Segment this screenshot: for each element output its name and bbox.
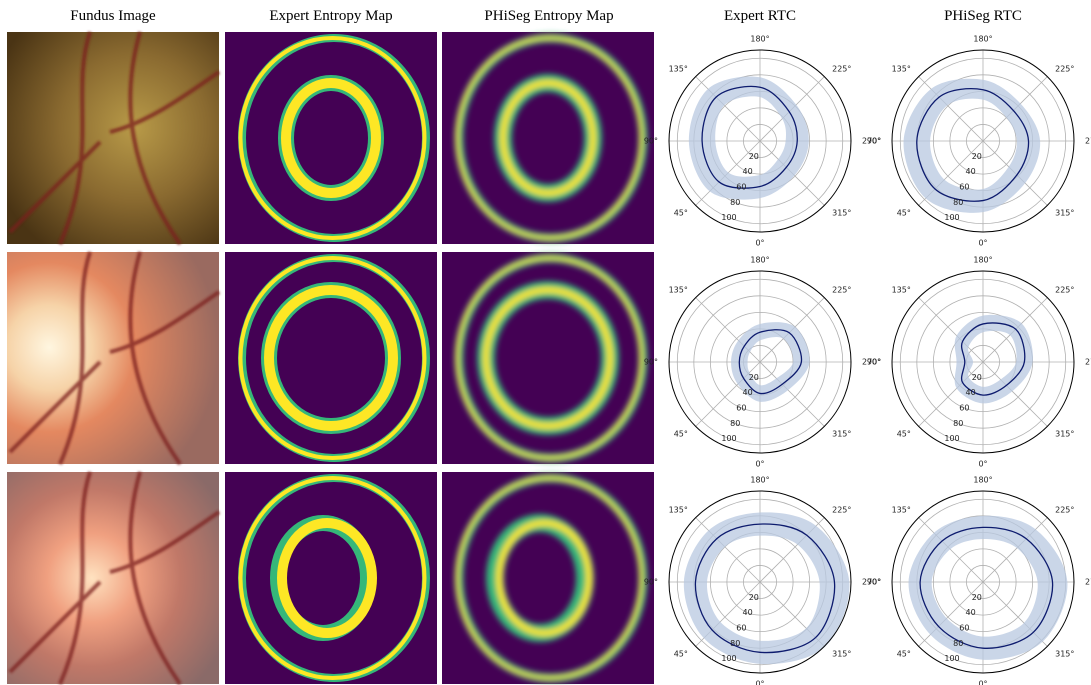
angle-label: 45° [674, 209, 688, 218]
radial-label: 80 [953, 639, 963, 648]
radial-label: 20 [749, 593, 759, 602]
polar-chart: 180°225°270°315°0°45°90°135°20406080100 [644, 35, 881, 248]
angle-label: 315° [832, 650, 851, 659]
radial-label: 60 [736, 183, 746, 192]
column-header: Expert RTC [724, 8, 796, 24]
angle-label: 180° [973, 476, 992, 485]
angle-label: 315° [832, 209, 851, 218]
radial-label: 60 [736, 404, 746, 413]
fundus-image [7, 472, 219, 684]
radial-label: 20 [972, 373, 982, 382]
entropy-map [225, 32, 437, 244]
radial-label: 80 [953, 198, 963, 207]
angle-label: 45° [897, 430, 911, 439]
angle-label: 0° [978, 680, 987, 685]
angle-label: 180° [973, 256, 992, 265]
radial-label: 80 [953, 419, 963, 428]
radial-label: 100 [944, 434, 959, 443]
radial-label: 60 [959, 404, 969, 413]
angle-label: 45° [897, 650, 911, 659]
radial-label: 40 [966, 388, 976, 397]
angle-label: 225° [1055, 505, 1074, 514]
radial-label: 20 [972, 152, 982, 161]
angle-label: 135° [892, 64, 911, 73]
entropy-map [442, 472, 654, 684]
fundus-image [7, 252, 219, 464]
entropy-map [225, 472, 437, 684]
radial-label: 60 [736, 624, 746, 633]
radial-label: 40 [743, 388, 753, 397]
angle-label: 90° [644, 358, 658, 367]
angle-label: 45° [674, 430, 688, 439]
angle-label: 180° [750, 256, 769, 265]
radial-label: 60 [959, 624, 969, 633]
radial-label: 80 [730, 198, 740, 207]
angle-label: 270° [1085, 578, 1091, 587]
angle-label: 315° [1055, 430, 1074, 439]
angle-label: 180° [973, 35, 992, 44]
angle-label: 315° [1055, 209, 1074, 218]
headers: Fundus Image Expert Entropy Map PHiSeg Ent… [70, 8, 1022, 24]
angle-label: 0° [978, 239, 987, 248]
angle-label: 315° [832, 430, 851, 439]
angle-label: 270° [1085, 137, 1091, 146]
angle-label: 45° [674, 650, 688, 659]
polar-chart: 180° 225° 270° 315° 0° 45° 90° 135° 20 40 60 80 100 [867, 256, 1091, 469]
radial-label: 100 [944, 654, 959, 663]
angle-label: 225° [832, 505, 851, 514]
angle-label: 135° [669, 285, 688, 294]
angle-label: 135° [892, 285, 911, 294]
angle-label: 90° [644, 137, 658, 146]
radial-label: 60 [959, 183, 969, 192]
fundus-image [7, 32, 219, 244]
radial-label: 40 [743, 608, 753, 617]
angle-label: 90° [867, 358, 881, 367]
entropy-map [442, 32, 654, 244]
angle-label: 90° [867, 578, 881, 587]
radial-label: 40 [743, 167, 753, 176]
angle-label: 315° [1055, 650, 1074, 659]
angle-label: 180° [750, 476, 769, 485]
angle-label: 180° [750, 35, 769, 44]
radial-label: 100 [721, 434, 736, 443]
radial-label: 80 [730, 419, 740, 428]
radial-label: 20 [749, 152, 759, 161]
angle-label: 225° [1055, 285, 1074, 294]
radial-label: 40 [966, 167, 976, 176]
column-header: Expert Entropy Map [269, 8, 392, 24]
figure: Fundus Image Expert Entropy Map PHiSeg Ent… [0, 0, 1091, 685]
radial-label: 100 [721, 654, 736, 663]
angle-label: 135° [892, 505, 911, 514]
angle-label: 0° [755, 239, 764, 248]
angle-label: 225° [832, 285, 851, 294]
radial-label: 100 [944, 213, 959, 222]
angle-label: 270° [1085, 358, 1091, 367]
angle-label: 135° [669, 505, 688, 514]
radial-label: 80 [730, 639, 740, 648]
angle-label: 135° [669, 64, 688, 73]
radial-label: 20 [749, 373, 759, 382]
charts: 180°225°270°315°0°45°90°135°204060801001… [644, 35, 1091, 685]
polar-chart: 180° 225° 270° 315° 0° 45° 90° 135° 20 40 60 80 100 [867, 476, 1091, 685]
radial-label: 40 [966, 608, 976, 617]
radial-label: 20 [972, 593, 982, 602]
angle-label: 225° [832, 64, 851, 73]
column-header: PHiSeg Entropy Map [484, 8, 613, 24]
angle-label: 0° [755, 460, 764, 469]
radial-label: 100 [721, 213, 736, 222]
angle-label: 225° [1055, 64, 1074, 73]
column-header: Fundus Image [70, 8, 156, 24]
column-header: PHiSeg RTC [944, 8, 1022, 24]
polar-chart: 180° 225° 270° 315° 0° 45° 90° 135° 20 40 60 80 100 [867, 35, 1091, 248]
angle-label: 45° [897, 209, 911, 218]
angle-label: 90° [644, 578, 658, 587]
images [7, 32, 654, 684]
angle-label: 90° [867, 137, 881, 146]
angle-label: 0° [978, 460, 987, 469]
angle-label: 0° [755, 680, 764, 685]
